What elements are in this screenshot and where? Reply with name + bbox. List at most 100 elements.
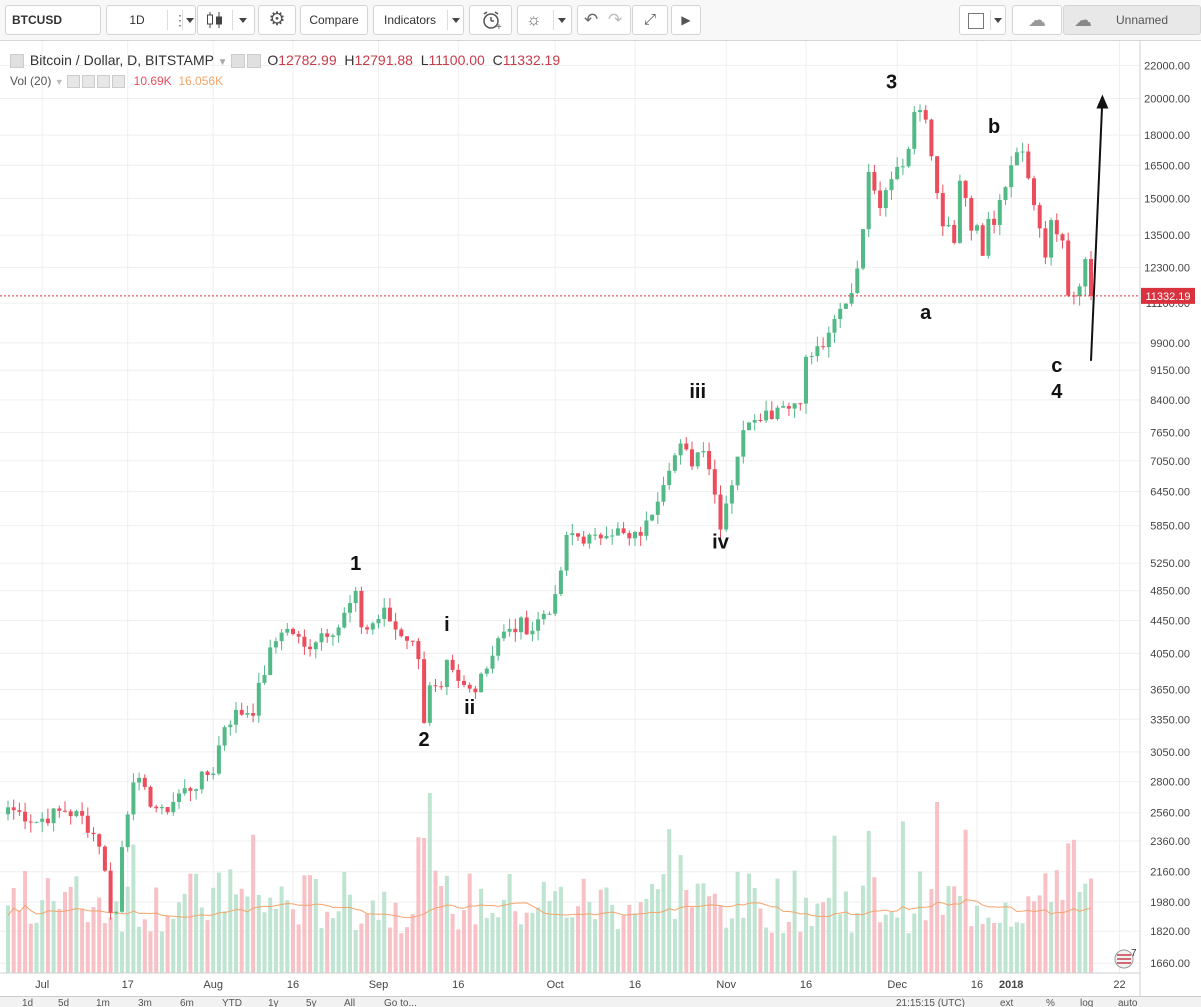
candle-body [918,110,922,113]
goto-button[interactable]: Go to... [384,998,417,1007]
indicators-caret-icon[interactable] [452,6,460,34]
volume-bar [570,917,575,973]
wave-label: i [444,614,450,636]
flag-badge[interactable]: 7 [1114,948,1137,969]
candle [957,174,962,244]
fullscreen-button[interactable]: ⤢ [632,5,668,35]
series-eye-icon[interactable] [231,54,246,69]
candle [724,495,729,532]
indicators-button[interactable]: Indicators [373,5,464,35]
candle-body [564,534,569,571]
auto-toggle[interactable]: auto [1118,998,1138,1007]
candle [997,194,1002,236]
candle-body [376,618,381,624]
candle [325,628,330,643]
settings-button[interactable]: ⚙ [258,5,296,35]
volume-bar [484,917,489,973]
range-1d[interactable]: 1d [22,998,34,1007]
interval-caret-icon[interactable] [186,6,194,34]
range-6m[interactable]: 6m [180,998,194,1007]
close-value: 11332.19 [502,52,561,68]
candle [194,788,199,800]
candle [382,597,387,627]
ext-toggle[interactable]: ext [1000,998,1014,1007]
volume-bar [758,908,763,973]
volume-bar [199,907,204,973]
range-all[interactable]: All [344,998,356,1007]
candle [747,421,751,431]
candle-body [935,156,940,194]
candle [1049,217,1054,266]
candle [308,639,313,657]
series-title[interactable]: Bitcoin / Dollar, D, BITSTAMP [29,52,214,68]
chart-style-caret-icon[interactable] [239,6,247,34]
candle-body [558,570,563,595]
range-ytd[interactable]: YTD [222,998,242,1007]
candle [410,640,415,647]
candle [587,533,592,549]
log-toggle[interactable]: log [1080,998,1094,1007]
candle-body [23,811,28,822]
volume-bar [405,927,409,973]
range-3m[interactable]: 3m [138,998,152,1007]
percent-toggle[interactable]: % [1046,998,1055,1007]
candle-body [1043,228,1048,258]
volume-bar [1077,892,1082,973]
range-1y[interactable]: 1y [268,998,279,1007]
interval-select[interactable]: 1D ⋮ [106,5,196,35]
candle [849,283,854,307]
volume-bar [302,875,307,973]
volume-bar [228,869,233,973]
alert-button[interactable]: + [469,5,512,35]
ideas-button[interactable]: ☼ [517,5,572,35]
compare-button[interactable]: Compare [300,5,368,35]
price-axis[interactable] [1141,41,1201,996]
volume-eye-icon[interactable] [66,75,80,89]
range-5d[interactable]: 5d [58,998,70,1007]
volume-add-icon[interactable] [96,75,110,89]
layout-button[interactable] [959,5,1006,35]
time-tick-label: 17 [122,979,134,991]
more-vertical-icon[interactable]: ⋮ [173,12,187,28]
volume-bar [661,874,666,973]
candle-body [843,303,848,309]
save-layout-button[interactable]: ☁ Unnamed [1063,5,1201,35]
series-caret-icon[interactable]: ▼ [217,57,228,68]
range-1m[interactable]: 1m [96,998,110,1007]
replay-button[interactable]: ▶ [671,5,701,35]
candle [758,413,763,423]
volume-bar [952,886,957,973]
series-settings-icon[interactable] [247,54,262,69]
volume-caret-icon[interactable]: ▼ [54,77,64,87]
symbol-search[interactable]: BTCUSD [5,5,101,35]
volume-close-icon[interactable] [111,75,125,89]
volume-settings-icon[interactable] [81,75,95,89]
volume-title[interactable]: Vol (20) [10,74,52,88]
undo-icon[interactable]: ↶ [584,10,599,29]
utc-clock[interactable]: 21:15:15 (UTC) [896,998,965,1007]
candle-body [251,713,256,716]
price-tick-label: 4050.00 [1150,648,1190,660]
wave-label: 2 [419,729,430,751]
candle-body [348,603,352,613]
redo-icon[interactable]: ↷ [608,10,623,29]
candle-body [598,534,603,539]
candle [524,610,529,635]
layout-square-icon [968,13,984,29]
time-tick-label: Jul [35,979,49,991]
load-layout-button[interactable]: ☁ [1012,5,1062,35]
candle-body [809,356,814,358]
chart-style-button[interactable] [197,5,255,35]
volume-bar [923,920,928,973]
volume-bar [159,931,164,973]
volume-bar [678,855,683,973]
candle [102,844,107,873]
layout-caret-icon[interactable] [994,6,1002,34]
candle [690,441,694,471]
candle [547,611,552,615]
range-5y[interactable]: 5y [306,998,317,1007]
ideas-caret-icon[interactable] [558,6,566,34]
candle [644,511,649,541]
volume-bar [1009,926,1014,973]
